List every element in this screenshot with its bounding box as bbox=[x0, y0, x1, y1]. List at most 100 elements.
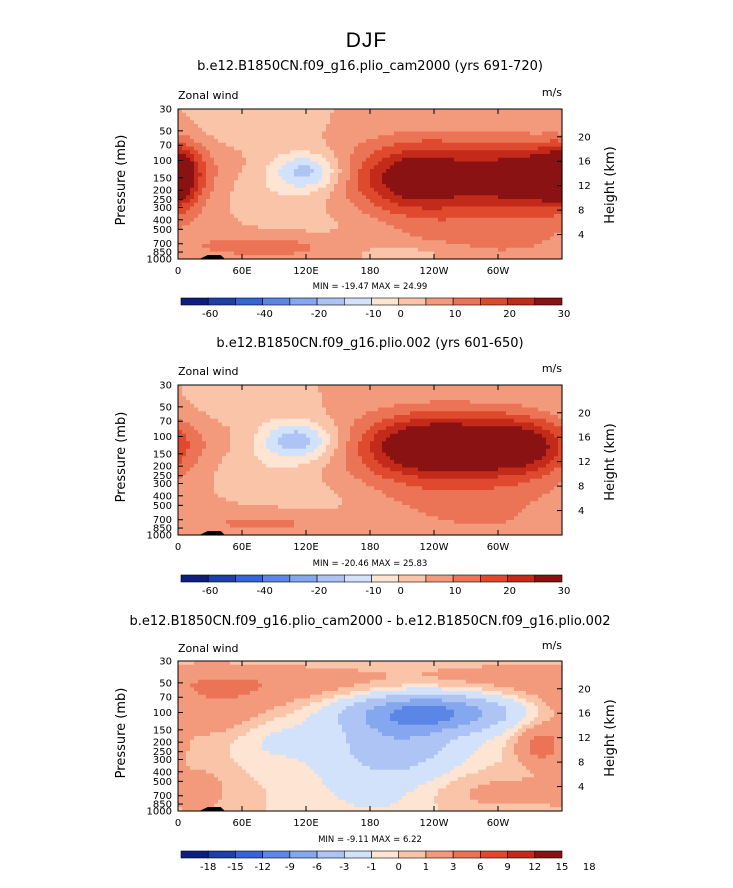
field-cell bbox=[374, 396, 379, 401]
field-cell bbox=[514, 112, 519, 118]
field-cell bbox=[262, 161, 267, 166]
field-cell bbox=[510, 422, 515, 427]
field-cell bbox=[246, 236, 251, 241]
field-cell bbox=[290, 195, 295, 200]
field-cell bbox=[362, 221, 367, 226]
field-cell bbox=[542, 112, 547, 118]
field-cell bbox=[342, 396, 347, 401]
field-cell bbox=[386, 418, 391, 424]
field-cell bbox=[282, 210, 287, 215]
field-cell bbox=[510, 112, 515, 118]
field-cell bbox=[322, 172, 327, 178]
field-cell bbox=[470, 109, 475, 114]
field-cell bbox=[342, 180, 347, 185]
field-cell bbox=[206, 422, 211, 427]
field-cell bbox=[290, 165, 295, 170]
field-cell bbox=[282, 240, 287, 245]
field-cell bbox=[326, 236, 331, 241]
field-cell bbox=[414, 214, 419, 219]
field-cell bbox=[226, 221, 231, 226]
field-cell bbox=[482, 180, 487, 185]
field-cell bbox=[194, 184, 199, 189]
field-cell bbox=[546, 210, 551, 215]
field-cell bbox=[410, 127, 415, 133]
field-cell bbox=[538, 247, 543, 253]
field-cell bbox=[462, 169, 467, 174]
field-cell bbox=[410, 139, 415, 144]
field-cell bbox=[490, 255, 495, 260]
field-cell bbox=[202, 392, 207, 397]
field-cell bbox=[378, 195, 383, 200]
field-cell bbox=[514, 154, 519, 159]
field-cell bbox=[526, 127, 531, 133]
field-cell bbox=[534, 240, 539, 245]
field-cell bbox=[346, 195, 351, 200]
field-cell bbox=[354, 169, 359, 174]
field-cell bbox=[242, 202, 247, 208]
field-cell bbox=[558, 161, 563, 166]
field-cell bbox=[258, 385, 263, 390]
field-cell bbox=[454, 120, 459, 125]
field-cell bbox=[474, 161, 479, 166]
field-cell bbox=[394, 165, 399, 170]
field-cell bbox=[530, 217, 535, 223]
field-cell bbox=[474, 112, 479, 118]
field-cell bbox=[518, 229, 523, 234]
field-cell bbox=[238, 221, 243, 226]
field-cell bbox=[346, 236, 351, 241]
field-cell bbox=[458, 124, 463, 129]
colorbar-swatch bbox=[180, 297, 209, 306]
field-cell bbox=[274, 195, 279, 200]
field-cell bbox=[330, 255, 335, 260]
field-cell bbox=[186, 240, 191, 245]
field-cell bbox=[446, 407, 451, 412]
field-cell bbox=[534, 169, 539, 174]
field-cell bbox=[486, 392, 491, 397]
field-cell bbox=[366, 157, 371, 163]
field-cell bbox=[286, 191, 291, 196]
field-cell bbox=[458, 184, 463, 189]
field-cell bbox=[482, 244, 487, 249]
field-cell bbox=[546, 180, 551, 185]
field-cell bbox=[414, 255, 419, 260]
field-cell bbox=[518, 127, 523, 133]
field-cell bbox=[290, 150, 295, 155]
field-cell bbox=[414, 229, 419, 234]
field-cell bbox=[386, 157, 391, 163]
field-cell bbox=[554, 407, 559, 412]
field-cell bbox=[306, 388, 311, 394]
field-cell bbox=[274, 392, 279, 397]
field-cell bbox=[398, 403, 403, 409]
field-cell bbox=[510, 407, 515, 412]
field-cell bbox=[538, 116, 543, 121]
field-cell bbox=[186, 392, 191, 397]
field-cell bbox=[238, 225, 243, 230]
field-cell bbox=[358, 176, 363, 181]
field-cell bbox=[414, 165, 419, 170]
field-cell bbox=[522, 112, 527, 118]
field-cell bbox=[374, 124, 379, 129]
field-cell bbox=[262, 199, 267, 204]
field-cell bbox=[526, 187, 531, 193]
field-cell bbox=[294, 411, 299, 416]
field-cell bbox=[534, 418, 539, 424]
field-cell bbox=[542, 116, 547, 121]
field-cell bbox=[498, 422, 503, 427]
field-cell bbox=[466, 120, 471, 125]
field-cell bbox=[554, 150, 559, 155]
field-cell bbox=[190, 411, 195, 416]
field-cell bbox=[230, 225, 235, 230]
field-cell bbox=[382, 244, 387, 249]
field-cell bbox=[446, 403, 451, 409]
field-cell bbox=[386, 396, 391, 401]
field-cell bbox=[526, 180, 531, 185]
field-cell bbox=[310, 388, 315, 394]
field-cell bbox=[238, 415, 243, 420]
field-cell bbox=[490, 191, 495, 196]
field-cell bbox=[430, 240, 435, 245]
field-cell bbox=[510, 109, 515, 114]
field-cell bbox=[374, 244, 379, 249]
field-cell bbox=[278, 135, 283, 140]
field-cell bbox=[350, 206, 355, 211]
field-cell bbox=[374, 225, 379, 230]
